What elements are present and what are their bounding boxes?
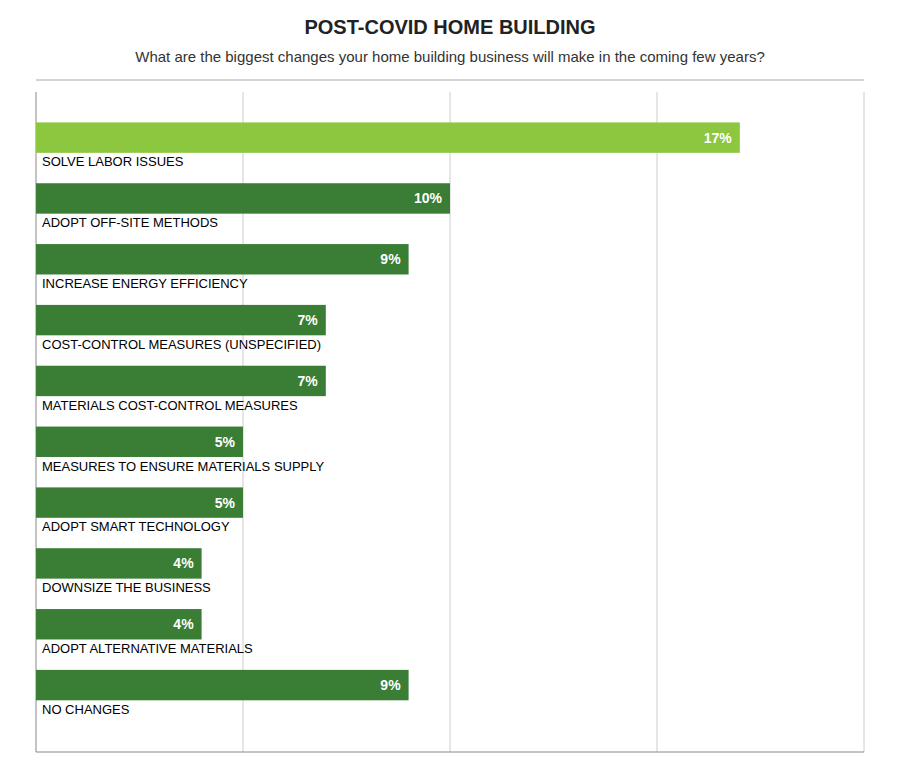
bar [36,670,409,700]
grid-line [657,92,658,752]
data-label: 9% [380,677,401,693]
category-label: COST-CONTROL MEASURES (UNSPECIFIED) [42,337,321,352]
data-label: 5% [215,495,236,511]
bar [36,548,202,578]
category-label: ADOPT ALTERNATIVE MATERIALS [42,641,253,656]
chart-container: POST-COVID HOME BUILDING What are the big… [0,0,900,770]
bar [36,305,326,335]
background [0,0,900,770]
data-label: 17% [704,130,733,146]
data-label: 5% [215,434,236,450]
category-label: ADOPT OFF-SITE METHODS [42,215,218,230]
category-label: INCREASE ENERGY EFFICIENCY [42,276,248,291]
category-label: DOWNSIZE THE BUSINESS [42,580,211,595]
bar [36,487,243,517]
labels: 17% SOLVE LABOR ISSUES 10% ADOPT OFF-SITE M… [42,130,732,717]
page: {"chart_data": {"type": "bar", "orientat… [0,0,900,770]
data-label: 7% [298,373,319,389]
data-label: 9% [380,251,401,267]
data-label: 7% [298,312,319,328]
bar [36,609,202,639]
category-label: MATERIALS COST-CONTROL MEASURES [42,398,298,413]
category-label: MEASURES TO ENSURE MATERIALS SUPPLY [42,459,325,474]
header-rule [36,80,864,81]
x-axis-line [36,752,864,753]
subtitle: What are the biggest changes your home b… [135,48,765,65]
title: POST-COVID HOME BUILDING [304,16,595,38]
bars [36,122,740,700]
bar [36,244,409,274]
data-label: 10% [414,190,443,206]
category-label: NO CHANGES [42,702,130,717]
bar [36,183,450,213]
bar [36,366,326,396]
category-label: SOLVE LABOR ISSUES [42,154,184,169]
data-label: 4% [173,616,194,632]
category-label: ADOPT SMART TECHNOLOGY [42,519,230,534]
data-label: 4% [173,555,194,571]
bar [36,122,740,152]
chart-svg: POST-COVID HOME BUILDING What are the big… [0,0,900,770]
bar [36,427,243,457]
grid-line [864,92,865,752]
